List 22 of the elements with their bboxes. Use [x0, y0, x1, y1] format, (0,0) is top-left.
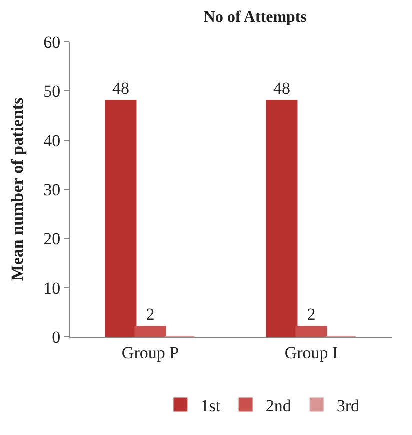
x-tick-label: Group P: [122, 343, 180, 362]
data-label: 2: [146, 305, 155, 324]
bar: [296, 326, 328, 337]
y-axis-title: Mean number of patients: [8, 97, 28, 282]
y-tick-label: 0: [52, 328, 61, 347]
chart-title: No of Attempts: [204, 9, 307, 26]
legend-label: 3rd: [336, 396, 360, 416]
y-tick-label: 10: [44, 278, 61, 298]
y-tick-label: 40: [44, 131, 61, 150]
data-label: 48: [273, 79, 290, 98]
data-label: 48: [112, 79, 130, 98]
legend-label: 2nd: [266, 396, 292, 416]
y-tick-label: 50: [44, 82, 61, 102]
legend-label: 1st: [200, 396, 221, 416]
bar: [105, 100, 137, 337]
y-tick-label: 20: [44, 230, 61, 249]
y-tick-label: 30: [44, 180, 61, 200]
y-tick-label: 60: [44, 32, 61, 52]
data-label: 2: [307, 305, 316, 324]
bar: [134, 326, 166, 337]
x-tick-label: Group I: [284, 343, 339, 362]
bar: [266, 100, 298, 337]
